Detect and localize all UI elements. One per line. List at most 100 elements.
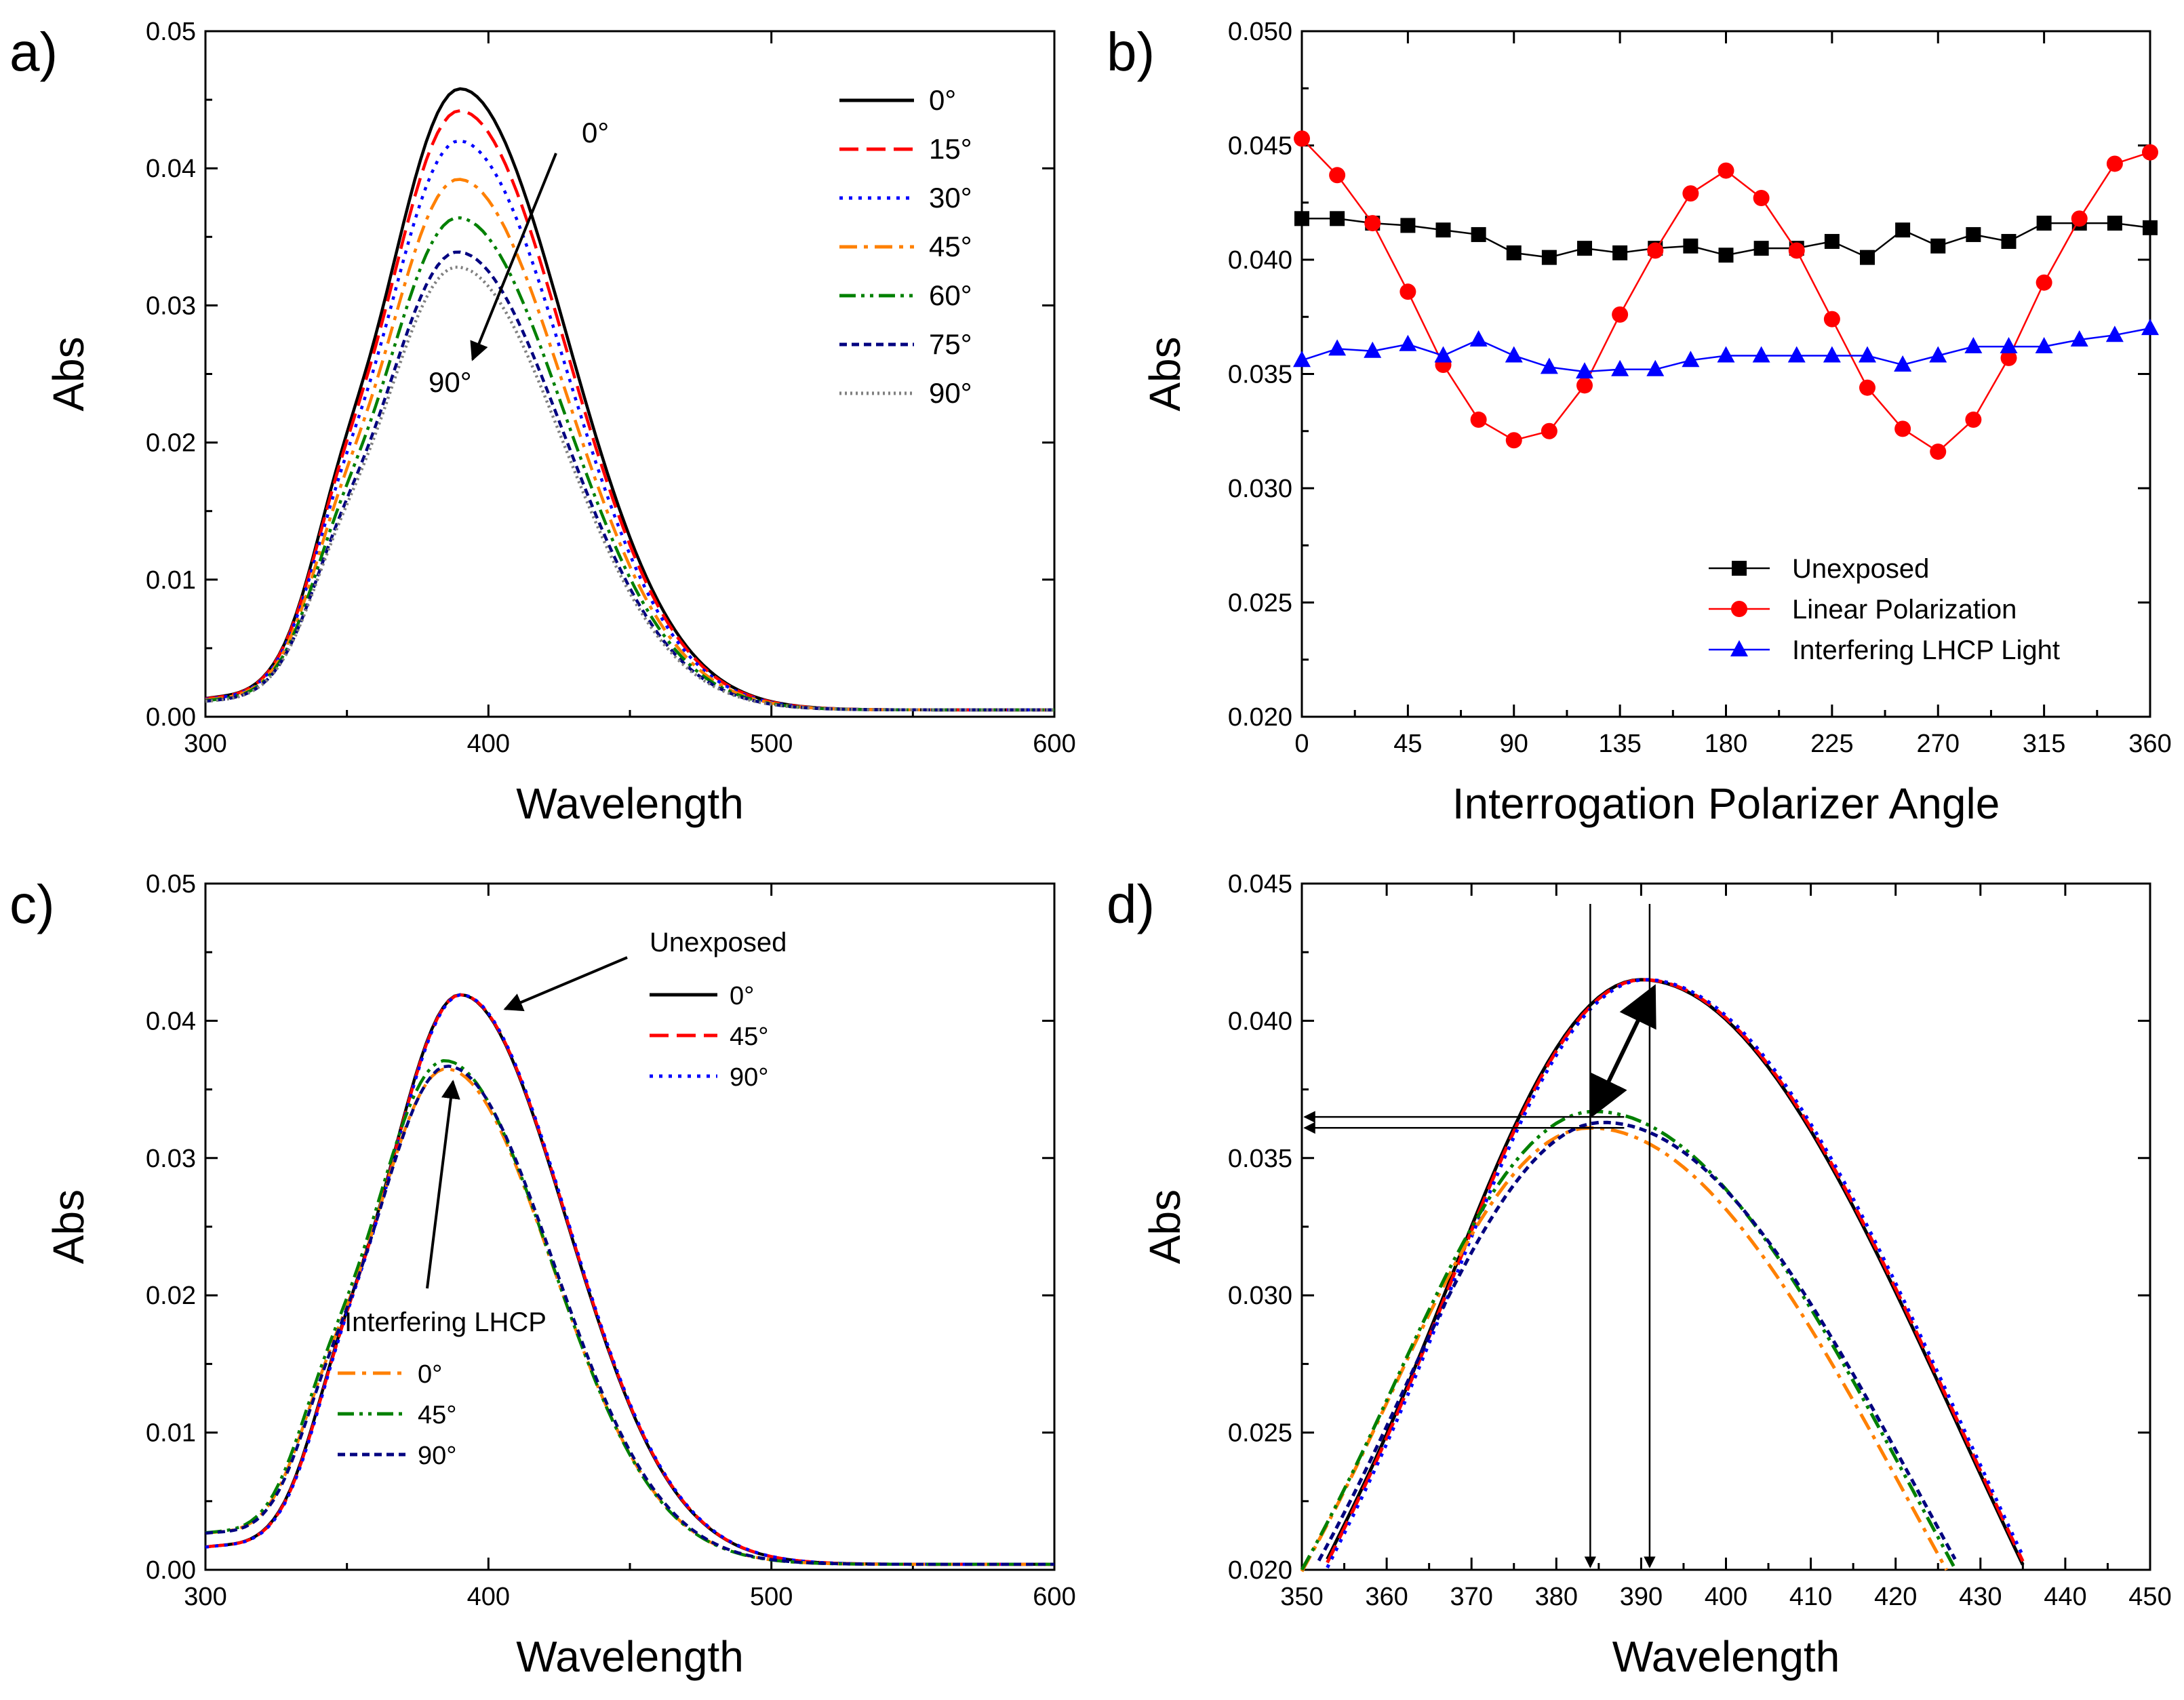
- panel-b-series-2-point: [1964, 337, 1983, 354]
- panel-a-legend-label-4: 60°: [929, 279, 972, 311]
- panel-d-series-1-1: [1300, 1109, 1957, 1571]
- panel-b-legend-label-2: Interfering LHCP Light: [1792, 635, 2060, 665]
- panel-a-series-2: [205, 139, 1054, 712]
- panel-d-x-tick-label: 360: [1365, 1583, 1408, 1611]
- panel-b-y-tick-label: 0.045: [1228, 132, 1292, 161]
- panel-c-lhcp-arrow: [426, 1080, 460, 1289]
- panel-b-series-0-point: [1930, 238, 1946, 254]
- panel-b-series-2-point: [1505, 346, 1523, 363]
- panel-b-series-0-point: [2107, 216, 2122, 231]
- panel-b-series-1-point: [1576, 377, 1593, 394]
- panel-a-y-tick-label: 0.04: [146, 155, 196, 183]
- panel-b-series-0-point: [1577, 241, 1592, 256]
- panel-d-series-0-1: [1326, 978, 2025, 1564]
- panel-a-y-tick-label: 0.03: [146, 292, 196, 320]
- panel-b-series-2-point: [1328, 339, 1347, 356]
- panel-b-series-0-point: [1294, 211, 1309, 226]
- panel-d-y-tick-label: 0.045: [1228, 870, 1292, 898]
- panel-a-panel-label: a): [9, 22, 58, 82]
- panel-c-axes-frame: [204, 882, 1056, 1571]
- panel-a-legend-label-6: 90°: [929, 377, 972, 409]
- panel-b-series-1-point: [1470, 411, 1487, 428]
- panel-b-series-1-point: [1894, 420, 1911, 437]
- panel-b-y-tick-label: 0.040: [1228, 246, 1292, 275]
- panel-a-y-tick-label: 0.00: [146, 703, 196, 732]
- panel-d-x-tick-label: 450: [2128, 1583, 2171, 1611]
- panel-a-annotation-0: 0°: [582, 117, 609, 149]
- panel-d: 350 360 370 380 390 400 410 420 430 440 450 0.020 0.…: [1107, 870, 2172, 1681]
- panel-d-x-tick-label: 410: [1789, 1583, 1832, 1611]
- panel-c-series-1-1: [205, 1059, 1054, 1566]
- panel-b-series-2-point: [1894, 355, 1912, 372]
- panel-b-series-0-point: [1541, 250, 1557, 265]
- panel-c-y-tick-label: 0.05: [146, 870, 196, 898]
- panel-a-legend-label-3: 45°: [929, 231, 972, 262]
- panel-b-xlabel: Interrogation Polarizer Angle: [1452, 779, 2000, 828]
- panel-b-x-tick-label: 225: [1810, 730, 1853, 758]
- panel-b-series-1-point: [1612, 306, 1629, 323]
- panel-b-legend-label-1: Linear Polarization: [1792, 595, 2017, 625]
- panel-d-x-tick-label: 390: [1620, 1583, 1663, 1611]
- panel-c-y-tick-label: 0.01: [146, 1419, 196, 1448]
- panel-c: 300 400 500 600 0.00 0.01 0.02 0.03 0.04 0.05 Wave…: [9, 870, 1076, 1681]
- panel-b-ylabel: Abs: [1140, 336, 1189, 411]
- panel-b-series-2-point: [1576, 362, 1593, 379]
- panel-b-series-1-point: [1399, 283, 1416, 300]
- panel-a-series-6: [205, 265, 1054, 712]
- panel-b-series-0-point: [1471, 226, 1486, 242]
- panel-c-legend-label-1-2: 90°: [418, 1442, 456, 1470]
- panel-d-panel-label: d): [1107, 874, 1155, 934]
- panel-a-axes-frame: [204, 30, 1056, 718]
- panel-b-series-2-point: [1540, 357, 1558, 374]
- panel-b-x-tick-label: 360: [2128, 730, 2171, 758]
- panel-d-x-tick-label: 420: [1874, 1583, 1917, 1611]
- panel-b-series-2-point: [2105, 325, 2124, 342]
- panel-c-legend-label-0-2: 90°: [730, 1063, 768, 1092]
- panel-b-series-0-point: [1506, 245, 1522, 260]
- panel-d-y-tick-label: 0.030: [1228, 1282, 1292, 1310]
- panel-d-y-tick-label: 0.020: [1228, 1556, 1292, 1585]
- panel-b-series-2-point: [1929, 346, 1947, 363]
- panel-b-series-0-point: [1612, 245, 1628, 260]
- panel-d-y-tick-label: 0.035: [1228, 1145, 1292, 1173]
- panel-a-trend-arrow: [470, 153, 557, 361]
- panel-b-series-1-point: [1788, 242, 1805, 259]
- panel-b: 0 45 90 135 180 225 270 315 360 0.020 0.025 0.030 0.…: [1107, 18, 2172, 828]
- panel-b-x-tick-label: 180: [1705, 730, 1747, 758]
- panel-c-legend-label-1-1: 45°: [418, 1401, 456, 1429]
- panel-b-series-0-point: [2036, 216, 2052, 231]
- panel-b-x-tick-label: 90: [1500, 730, 1528, 758]
- panel-a-series-4: [205, 216, 1054, 712]
- panel-b-series-1-point: [1718, 162, 1734, 179]
- panel-d-x-tick-label: 380: [1535, 1583, 1578, 1611]
- panel-b-series-1-point: [1859, 379, 1875, 396]
- panel-d-x-tick-label: 400: [1705, 1583, 1747, 1611]
- panel-b-series-0-point: [1435, 222, 1451, 238]
- panel-c-x-tick-label: 600: [1033, 1583, 1075, 1611]
- panel-c-xlabel: Wavelength: [516, 1632, 744, 1681]
- panel-c-series-0-2: [205, 993, 1054, 1566]
- panel-d-y-tick-label: 0.040: [1228, 1007, 1292, 1035]
- panel-b-series-2-point: [1859, 346, 1876, 363]
- panel-b-series-2-point: [2070, 330, 2088, 347]
- panel-d-xlabel: Wavelength: [1612, 1632, 1840, 1681]
- panel-b-series-0-point: [1895, 222, 1911, 238]
- panel-b-y-tick-label: 0.035: [1228, 361, 1292, 389]
- panel-d-series-1-2: [1317, 1120, 1957, 1562]
- panel-b-series-2-point: [1823, 346, 1841, 363]
- panel-a-legend-label-2: 30°: [929, 182, 972, 214]
- panel-b-series-2-point: [1646, 359, 1665, 376]
- panel-b-series-1-point: [1541, 422, 1557, 439]
- panel-a-legend-label-0: 0°: [929, 84, 956, 116]
- panel-b-legend-marker-1: [1731, 601, 1747, 617]
- panel-c-y-tick-label: 0.02: [146, 1282, 196, 1310]
- panel-a-y-tick-label: 0.01: [146, 566, 196, 595]
- panel-b-series-1-line: [1301, 138, 2151, 453]
- panel-d-x-tick-label: 430: [1959, 1583, 2002, 1611]
- panel-c-series-0-1: [205, 993, 1054, 1566]
- panel-d-x-tick-label: 440: [2044, 1583, 2086, 1611]
- panel-a-legend-label-5: 75°: [929, 328, 972, 360]
- panel-c-y-tick-label: 0.04: [146, 1007, 196, 1035]
- panel-d-x-tick-label: 370: [1450, 1583, 1492, 1611]
- panel-b-series-2-point: [1469, 330, 1488, 347]
